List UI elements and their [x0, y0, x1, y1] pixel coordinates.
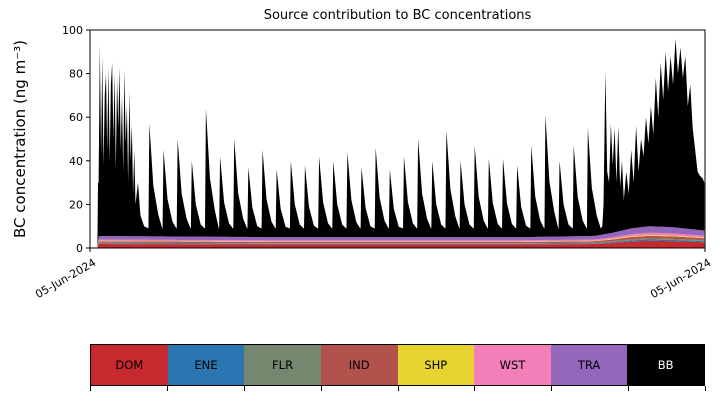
- legend-label-dom: DOM: [115, 358, 144, 372]
- legend-label-bb: BB: [657, 358, 674, 372]
- legend-tick: [166, 386, 168, 391]
- legend-item-shp: SHP: [397, 345, 475, 385]
- legend-axis-ticks: [90, 386, 706, 392]
- legend-tick: [474, 386, 476, 391]
- area-series-tra: [97, 226, 705, 248]
- area-series-ind: [97, 235, 705, 248]
- bc-area-chart: 0 20 40 60 80 100: [62, 24, 706, 255]
- legend-tick: [243, 386, 245, 391]
- area-series-shp: [97, 234, 705, 248]
- legend-item-tra: TRA: [550, 345, 628, 385]
- area-series-bb: [97, 38, 705, 248]
- area-series-wst: [97, 232, 705, 248]
- legend-tick: [90, 386, 91, 391]
- axes-frame: [89, 29, 706, 249]
- legend-tick: [320, 386, 322, 391]
- legend-item-ind: IND: [320, 345, 398, 385]
- legend-label-wst: WST: [499, 358, 526, 372]
- legend-item-dom: DOM: [91, 345, 168, 385]
- legend-label-flr: FLR: [272, 358, 294, 372]
- legend-tick: [397, 386, 399, 391]
- area-series-ene: [97, 239, 705, 248]
- legend: DOM ENE FLR IND SHP WST TRA BB: [90, 344, 705, 386]
- legend-label-tra: TRA: [577, 358, 601, 372]
- y-tick-label: 20: [69, 198, 83, 211]
- area-series-flr: [97, 238, 705, 248]
- legend-item-bb: BB: [627, 345, 704, 385]
- legend-label-ind: IND: [348, 358, 370, 372]
- y-tick-label: 60: [69, 111, 83, 124]
- y-tick-label: 80: [69, 68, 83, 81]
- area-series-dom: [97, 240, 705, 248]
- legend-label-ene: ENE: [194, 358, 218, 372]
- legend-item-wst: WST: [474, 345, 551, 385]
- legend-item-ene: ENE: [167, 345, 245, 385]
- legend-tick: [551, 386, 553, 391]
- legend-tick: [705, 386, 706, 391]
- y-tick-label: 40: [69, 155, 83, 168]
- legend-label-shp: SHP: [424, 358, 448, 372]
- y-tick-label: 0: [76, 242, 83, 255]
- legend-tick: [628, 386, 630, 391]
- chart-title: Source contribution to BC concentrations: [263, 8, 532, 23]
- y-tick-label: 100: [62, 24, 83, 37]
- legend-item-flr: FLR: [244, 345, 321, 385]
